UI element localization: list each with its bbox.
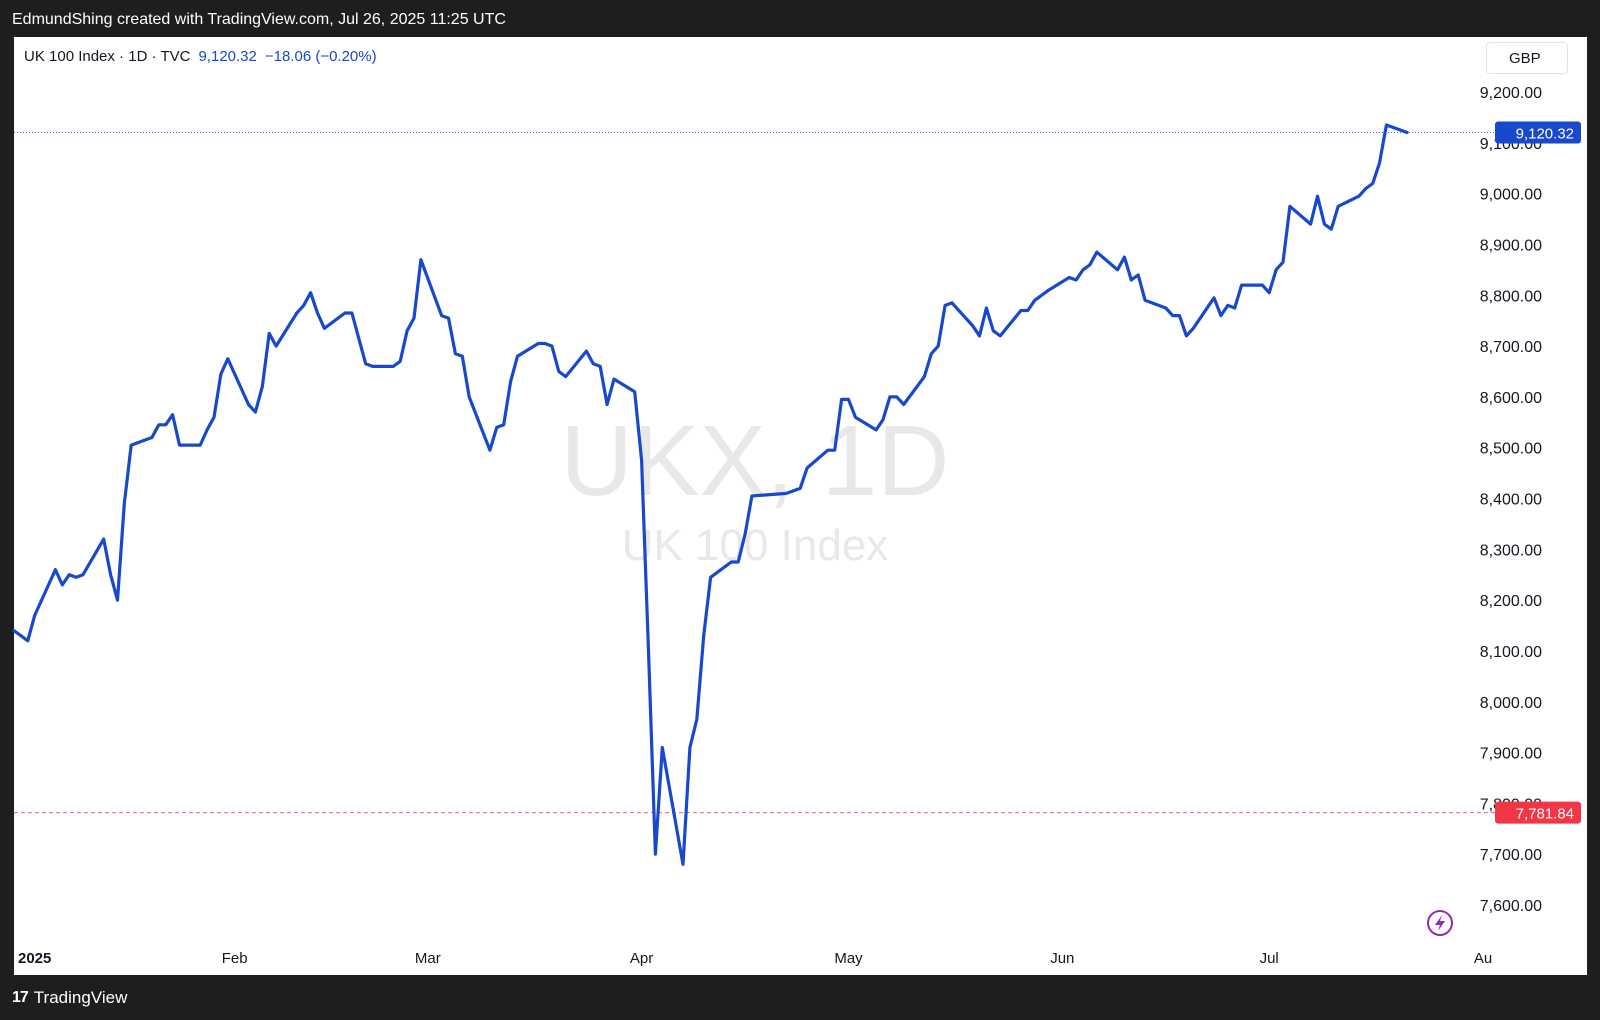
x-tick-label: Au <box>1474 950 1492 967</box>
y-tick-label: 8,100.00 <box>1480 644 1542 661</box>
attribution-text: EdmundShing created with TradingView.com… <box>12 11 506 28</box>
price-badges: 9,120.32 7,781.84 <box>1495 121 1581 824</box>
x-tick-label: 2025 <box>18 950 51 967</box>
symbol-legend[interactable]: UK 100 Index · 1D · TVC 9,120.32 −18.06 (−… <box>24 46 377 68</box>
symbol-info: UK 100 Index · 1D · TVC <box>24 48 191 65</box>
chart-pane[interactable] <box>14 37 1587 975</box>
brand-name: TradingView <box>33 988 128 1007</box>
x-tick-label: Feb <box>222 950 248 967</box>
y-tick-label: 8,900.00 <box>1480 237 1542 254</box>
watermark-ticker: UKX, 1D <box>560 405 949 517</box>
price-change: −18.06 (−0.20%) <box>264 48 377 65</box>
price-badge-label: 7,781.84 <box>1516 806 1574 823</box>
price-lines <box>14 131 1495 814</box>
last-value: 9,120.32 <box>198 48 257 65</box>
y-tick-label: 8,700.00 <box>1480 339 1542 356</box>
y-tick-label: 8,300.00 <box>1480 542 1542 559</box>
x-tick-label: May <box>834 950 863 967</box>
lightning-icon[interactable] <box>1427 910 1453 936</box>
y-tick-label: 8,500.00 <box>1480 441 1542 458</box>
y-tick-label: 8,400.00 <box>1480 492 1542 509</box>
x-axis[interactable]: 2025 Feb Mar Apr May Jun Jul Au <box>18 950 1492 967</box>
watermark-name: UK 100 Index <box>622 521 889 570</box>
x-tick-label: Jun <box>1050 950 1074 967</box>
footer-brand[interactable]: 17 TradingView <box>12 986 127 1010</box>
y-tick-label: 7,700.00 <box>1480 847 1542 864</box>
y-tick-label: 7,900.00 <box>1480 746 1542 763</box>
y-tick-label: 8,200.00 <box>1480 593 1542 610</box>
y-tick-label: 8,600.00 <box>1480 390 1542 407</box>
x-tick-label: Mar <box>415 950 441 967</box>
watermark: UKX, 1D UK 100 Index <box>560 405 949 570</box>
y-tick-label: 9,000.00 <box>1480 187 1542 204</box>
x-tick-label: Apr <box>630 950 653 967</box>
series-layer <box>12 123 1409 866</box>
y-tick-label: 8,800.00 <box>1480 288 1542 305</box>
series-line <box>12 123 1409 866</box>
tradingview-logo-icon: 17 <box>12 989 29 1006</box>
currency-button[interactable]: GBP <box>1486 42 1568 74</box>
x-tick-label: Jul <box>1260 950 1279 967</box>
price-badge <box>1495 121 1581 144</box>
price-badge <box>1495 801 1581 824</box>
y-tick-label: 8,000.00 <box>1480 695 1542 712</box>
y-tick-label: 9,200.00 <box>1480 85 1542 102</box>
price-badge-label: 9,120.32 <box>1516 125 1574 142</box>
y-axis[interactable]: 9,200.009,100.009,000.008,900.008,800.00… <box>1480 85 1542 915</box>
y-tick-label: 7,600.00 <box>1480 898 1542 915</box>
